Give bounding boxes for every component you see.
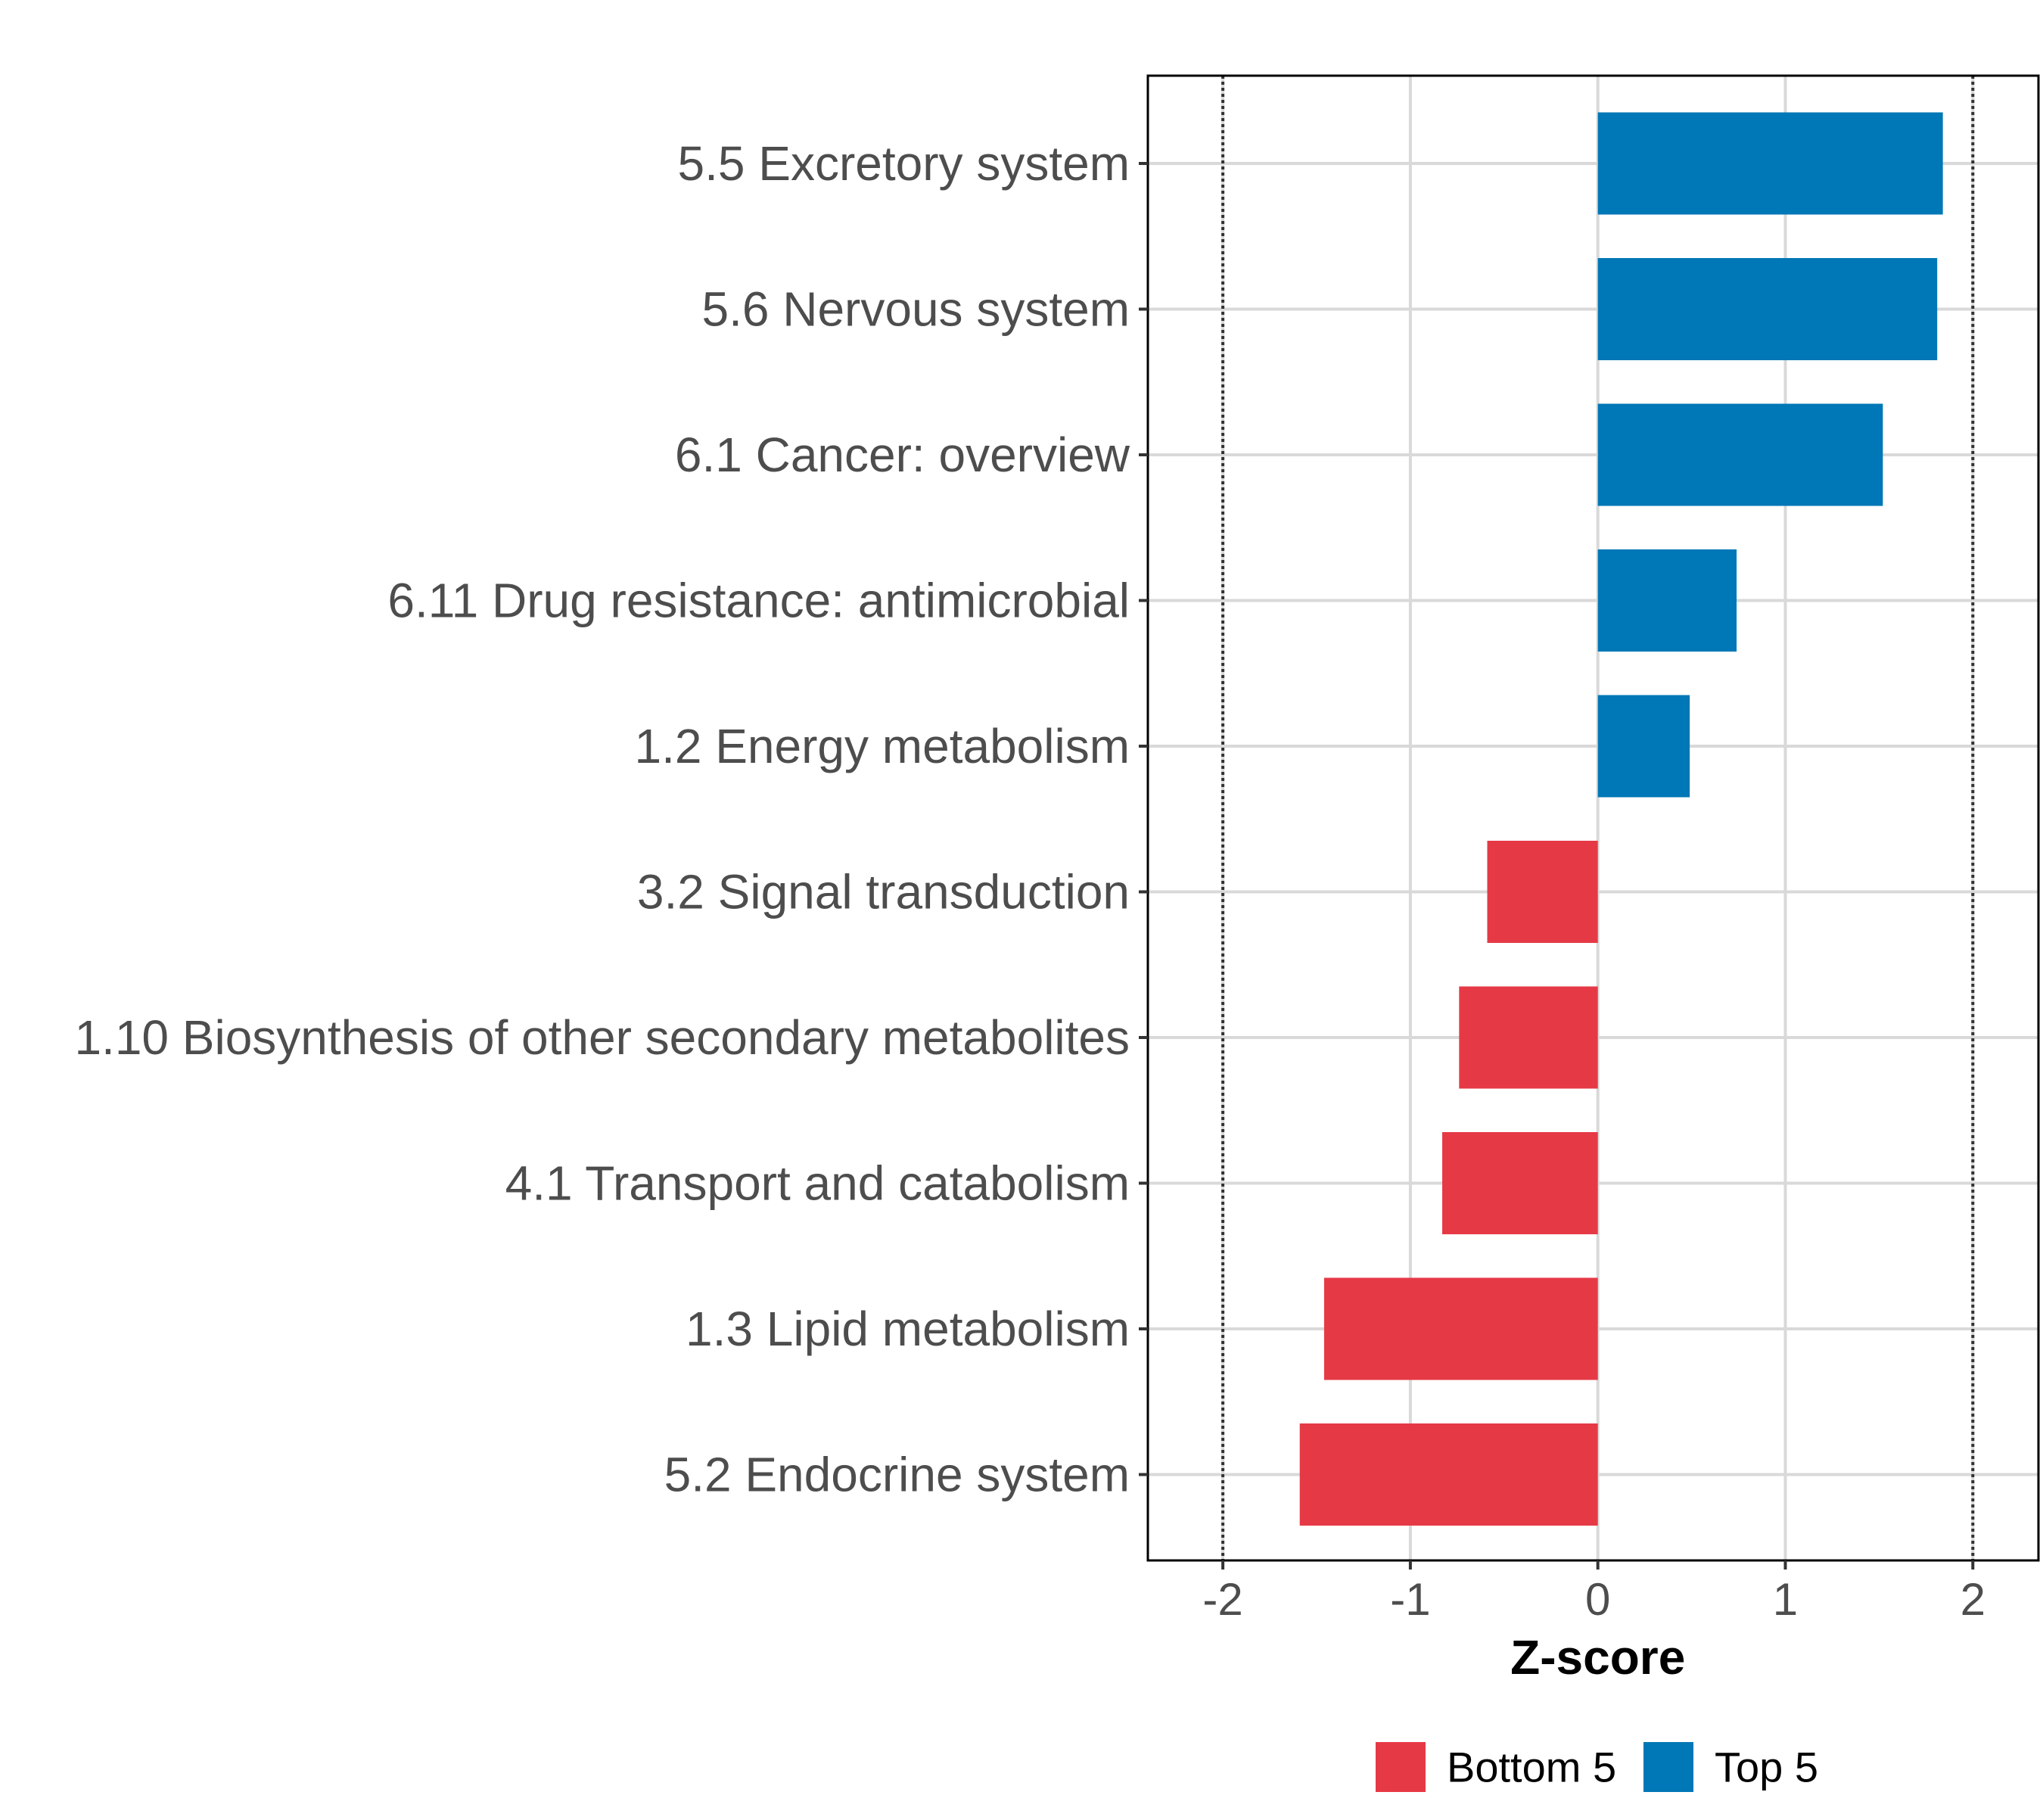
x-tick-label: 0 (1585, 1574, 1610, 1625)
bar (1442, 1132, 1598, 1234)
bar (1459, 986, 1598, 1089)
x-axis-title: Z-score (1510, 1630, 1685, 1685)
y-tick-label: 5.2 Endocrine system (664, 1448, 1130, 1502)
bar (1597, 695, 1690, 798)
y-tick-label: 1.2 Energy metabolism (634, 719, 1130, 773)
legend: Bottom 5 Top 5 (1376, 1742, 1818, 1792)
y-tick-label: 6.1 Cancer: overview (675, 428, 1130, 482)
y-tick-label: 5.6 Nervous system (701, 282, 1130, 337)
reference-lines (1221, 76, 1975, 1560)
x-tick-label: -1 (1390, 1574, 1430, 1625)
bars (1299, 112, 1943, 1526)
panel-border (1146, 74, 2040, 1562)
bar (1597, 258, 1938, 360)
x-tick-label: -2 (1202, 1574, 1242, 1625)
legend-swatch (1376, 1742, 1426, 1792)
y-tick-label: 5.5 Excretory system (678, 136, 1130, 191)
y-tick-label: 1.10 Biosynthesis of other secondary met… (74, 1010, 1130, 1065)
bar (1597, 403, 1883, 506)
bar (1323, 1277, 1598, 1380)
legend-swatch (1643, 1742, 1693, 1792)
axes: 5.5 Excretory system 5.6 Nervous system 6.… (74, 136, 1985, 1625)
bar (1487, 841, 1598, 943)
y-tick-label: 1.3 Lipid metabolism (686, 1302, 1130, 1356)
x-tick-label: 2 (1961, 1574, 1985, 1625)
bar (1597, 549, 1737, 652)
bar (1597, 112, 1943, 215)
y-tick-label: 3.2 Signal transduction (637, 865, 1130, 919)
y-tick-label: 6.11 Drug resistance: antimicrobial (387, 574, 1130, 628)
legend-label: Bottom 5 (1447, 1744, 1616, 1791)
legend-label: Top 5 (1715, 1744, 1818, 1791)
bar (1299, 1423, 1598, 1526)
x-tick-label: 1 (1773, 1574, 1798, 1625)
y-tick-label: 4.1 Transport and catabolism (505, 1156, 1130, 1211)
